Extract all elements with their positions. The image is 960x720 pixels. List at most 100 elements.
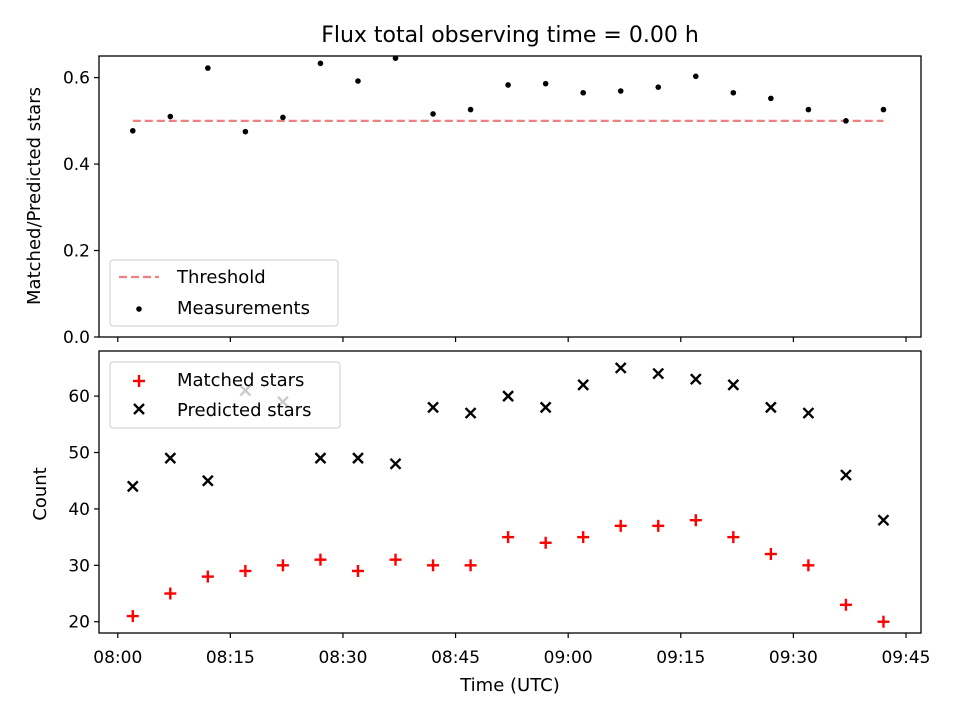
measurement-point — [843, 118, 849, 124]
predicted-star-point — [502, 390, 514, 402]
predicted-star-point — [539, 401, 552, 414]
predicted-cross-b — [164, 452, 177, 465]
predicted-cross-b — [877, 514, 890, 527]
predicted-cross-b — [614, 362, 627, 374]
predicted-star-point — [389, 457, 402, 470]
predicted-star-point — [464, 407, 477, 419]
bottom-legend-box — [109, 361, 341, 429]
x-tick-label: 08:00 — [93, 648, 142, 668]
measurement-point — [880, 106, 887, 113]
x-tick-label: 08:45 — [431, 648, 480, 668]
measurement-point — [467, 106, 474, 113]
top-y-tick-label: 0.0 — [63, 328, 90, 348]
predicted-star-point — [427, 401, 439, 414]
measurements-legend-label: Measurements — [177, 298, 310, 319]
bottom-legend: Matched stars Predicted stars — [109, 361, 341, 429]
bottom-y-axis-label: Count — [30, 467, 51, 520]
top-y-tick-label: 0.6 — [63, 69, 90, 89]
top-y-ticks: 0.0 0.2 0.4 0.6 — [63, 69, 99, 348]
measurement-point — [167, 113, 174, 120]
measurement-point — [392, 55, 399, 61]
matched-star-point — [539, 536, 552, 549]
measurement-point — [355, 78, 361, 84]
matched-star-point — [764, 548, 777, 561]
bottom-y-tick-label: 40 — [68, 500, 90, 520]
predicted-cross-b — [727, 378, 740, 391]
measurement-point — [730, 89, 737, 96]
matched-star-point — [727, 531, 740, 544]
measurement-point — [655, 84, 662, 90]
top-y-axis-label: Matched/Predicted stars — [24, 87, 45, 305]
top-x-ticks — [117, 337, 907, 342]
predicted-star-point — [689, 373, 702, 386]
bottom-y-tick-label: 30 — [68, 556, 90, 576]
predicted-star-point — [314, 452, 327, 465]
x-tick-label: 08:30 — [318, 648, 367, 668]
predicted-cross-b — [202, 474, 214, 487]
matched-star-point — [389, 553, 402, 566]
matched-star-point — [802, 559, 815, 572]
top-panel: 0.0 0.2 0.4 0.6 Matched/Predicted stars Thr… — [24, 55, 922, 348]
top-legend-box — [109, 259, 339, 327]
predicted-star-point — [577, 378, 590, 391]
matched-star-point — [614, 519, 627, 532]
measurement-point — [505, 82, 511, 88]
matched-star-point — [239, 564, 252, 577]
matched-star-point — [427, 559, 440, 572]
predicted-star-point — [614, 362, 627, 374]
chart-title: Flux total observing time = 0.00 h — [321, 23, 699, 48]
measurements-legend-marker — [136, 306, 142, 312]
predicted-star-point — [765, 401, 777, 414]
x-tick-label: 09:00 — [544, 648, 593, 668]
matched-star-point — [464, 559, 477, 572]
bottom-x-ticks: 08:00 08:15 08:30 08:45 09:00 09:15 09:30 09:45 — [93, 633, 930, 668]
predicted-cross-b — [689, 373, 702, 386]
predicted-star-point — [202, 474, 214, 487]
predicted-cross-b — [314, 452, 327, 465]
predicted-cross-b — [765, 401, 777, 414]
bottom-y-tick-label: 50 — [68, 444, 90, 464]
measurement-point — [280, 114, 286, 121]
predicted-cross-b — [126, 480, 139, 493]
predicted-star-point — [727, 378, 740, 391]
top-data-marks — [129, 55, 887, 135]
predicted-cross-b — [577, 378, 590, 391]
predicted-cross-b — [652, 367, 665, 380]
predicted-cross-b — [389, 457, 402, 470]
measurement-point — [317, 60, 324, 67]
measurement-point — [242, 128, 249, 135]
matched-star-point — [164, 587, 177, 600]
predicted-cross-b — [840, 469, 852, 481]
predicted-star-point — [126, 480, 139, 493]
predicted-star-point — [802, 407, 815, 419]
matched-star-point — [314, 553, 327, 566]
top-legend: Threshold Measurements — [109, 259, 339, 327]
predicted-star-point — [840, 469, 852, 481]
bottom-y-tick-label: 20 — [68, 613, 90, 633]
measurement-point — [205, 65, 211, 71]
measurement-point — [768, 95, 774, 102]
matched-legend-label: Matched stars — [177, 370, 304, 391]
measurement-point — [129, 127, 136, 134]
predicted-legend-label: Predicted stars — [177, 400, 311, 421]
measurement-point — [580, 89, 586, 96]
matched-star-point — [276, 559, 289, 572]
matched-star-point — [652, 519, 665, 532]
predicted-cross-b — [502, 390, 514, 402]
x-tick-label: 09:30 — [769, 648, 818, 668]
predicted-cross-b — [539, 401, 552, 414]
matched-star-point — [201, 570, 214, 583]
measurement-point — [542, 80, 549, 87]
measurement-point — [805, 106, 812, 113]
x-tick-label: 09:45 — [881, 648, 930, 668]
measurement-point — [617, 88, 624, 94]
matched-star-point — [877, 615, 890, 628]
predicted-cross-b — [427, 401, 439, 414]
matched-star-point — [351, 564, 364, 577]
top-axes-frame — [98, 55, 922, 338]
predicted-star-point — [164, 452, 177, 465]
predicted-legend-marker — [133, 403, 145, 415]
bottom-y-tick-label: 60 — [68, 387, 90, 407]
measurement-point — [430, 111, 436, 117]
